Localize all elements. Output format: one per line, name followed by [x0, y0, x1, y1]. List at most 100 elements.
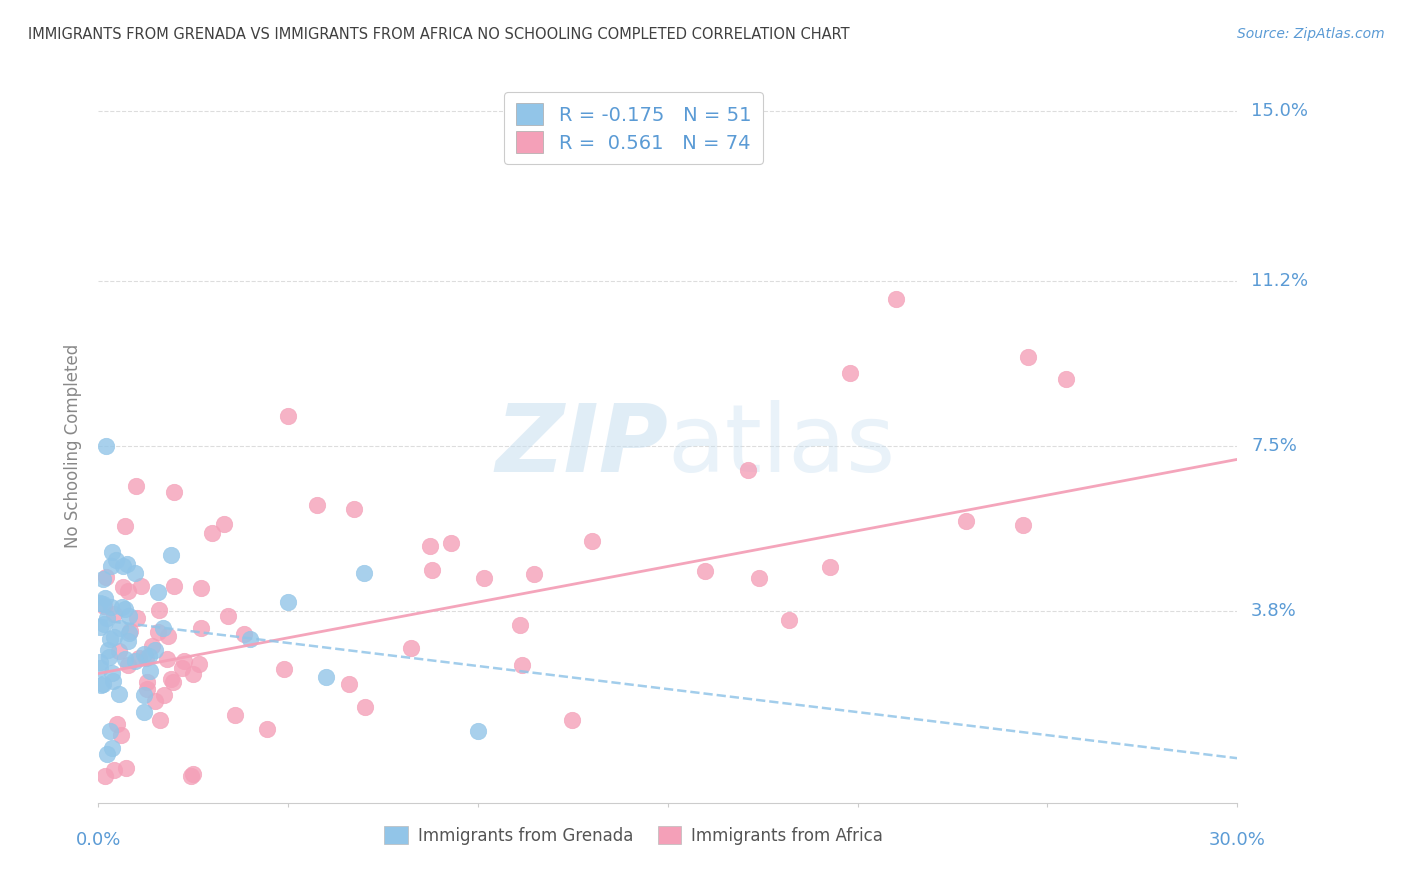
Point [103, 607, 125, 621]
Point [141, 639, 163, 653]
Point [111, 558, 134, 573]
Text: ZIP: ZIP [495, 400, 668, 492]
Point [354, 700, 377, 714]
Legend: Immigrants from Grenada, Immigrants from Africa: Immigrants from Grenada, Immigrants from… [378, 820, 890, 852]
Point [146, 585, 169, 599]
Point [93, 677, 115, 691]
Point [353, 566, 375, 580]
Point [561, 713, 583, 727]
Point [214, 516, 236, 531]
Point [114, 651, 136, 665]
Point [152, 621, 174, 635]
Point [115, 557, 138, 571]
Point [124, 654, 146, 668]
Point [107, 717, 129, 731]
Point [91, 572, 114, 586]
Point [114, 518, 136, 533]
Point [778, 613, 800, 627]
Point [94, 570, 117, 584]
Point [884, 292, 907, 306]
Point [695, 564, 717, 578]
Point [181, 666, 204, 681]
Point [94, 439, 117, 453]
Point [523, 567, 546, 582]
Point [98, 649, 121, 664]
Point [190, 621, 212, 635]
Point [419, 539, 441, 553]
Point [98, 632, 121, 646]
Point [100, 741, 122, 756]
Point [217, 609, 239, 624]
Point [101, 674, 124, 689]
Point [117, 658, 139, 673]
Point [114, 601, 136, 615]
Point [256, 722, 278, 736]
Point [748, 571, 770, 585]
Point [818, 560, 841, 574]
Point [107, 643, 129, 657]
Point [342, 501, 364, 516]
Point [143, 643, 166, 657]
Point [138, 664, 160, 678]
Point [135, 675, 157, 690]
Point [239, 632, 262, 646]
Point [118, 626, 141, 640]
Point [160, 548, 183, 562]
Point [96, 611, 118, 625]
Point [96, 642, 118, 657]
Text: Source: ZipAtlas.com: Source: ZipAtlas.com [1237, 27, 1385, 41]
Point [510, 657, 533, 672]
Point [128, 651, 150, 665]
Text: 3.8%: 3.8% [1251, 602, 1296, 620]
Point [100, 559, 122, 574]
Text: 15.0%: 15.0% [1251, 103, 1308, 120]
Point [224, 707, 246, 722]
Point [91, 597, 114, 611]
Point [145, 694, 167, 708]
Point [201, 526, 224, 541]
Point [190, 581, 212, 595]
Point [89, 620, 111, 634]
Point [124, 566, 146, 580]
Point [117, 634, 139, 648]
Text: atlas: atlas [668, 400, 896, 492]
Point [93, 617, 115, 632]
Point [1018, 350, 1040, 364]
Point [89, 596, 111, 610]
Point [315, 670, 337, 684]
Point [115, 761, 138, 775]
Point [163, 484, 186, 499]
Point [89, 655, 111, 669]
Point [100, 724, 122, 739]
Point [156, 652, 179, 666]
Point [111, 580, 134, 594]
Point [955, 514, 977, 528]
Point [737, 463, 759, 477]
Point [93, 599, 115, 613]
Point [118, 608, 141, 623]
Point [159, 672, 181, 686]
Point [108, 687, 131, 701]
Point [89, 660, 111, 674]
Point [420, 563, 443, 577]
Point [838, 367, 860, 381]
Point [117, 584, 139, 599]
Point [104, 553, 127, 567]
Point [149, 714, 172, 728]
Point [96, 747, 118, 762]
Point [132, 705, 155, 719]
Point [110, 728, 132, 742]
Point [125, 611, 148, 625]
Point [467, 723, 489, 738]
Point [581, 534, 603, 549]
Point [135, 651, 157, 665]
Point [472, 571, 495, 585]
Point [101, 665, 124, 680]
Point [103, 763, 125, 777]
Point [401, 640, 423, 655]
Point [100, 599, 122, 614]
Text: IMMIGRANTS FROM GRENADA VS IMMIGRANTS FROM AFRICA NO SCHOOLING COMPLETED CORRELA: IMMIGRANTS FROM GRENADA VS IMMIGRANTS FR… [28, 27, 849, 42]
Point [170, 661, 193, 675]
Point [156, 629, 179, 643]
Point [132, 647, 155, 661]
